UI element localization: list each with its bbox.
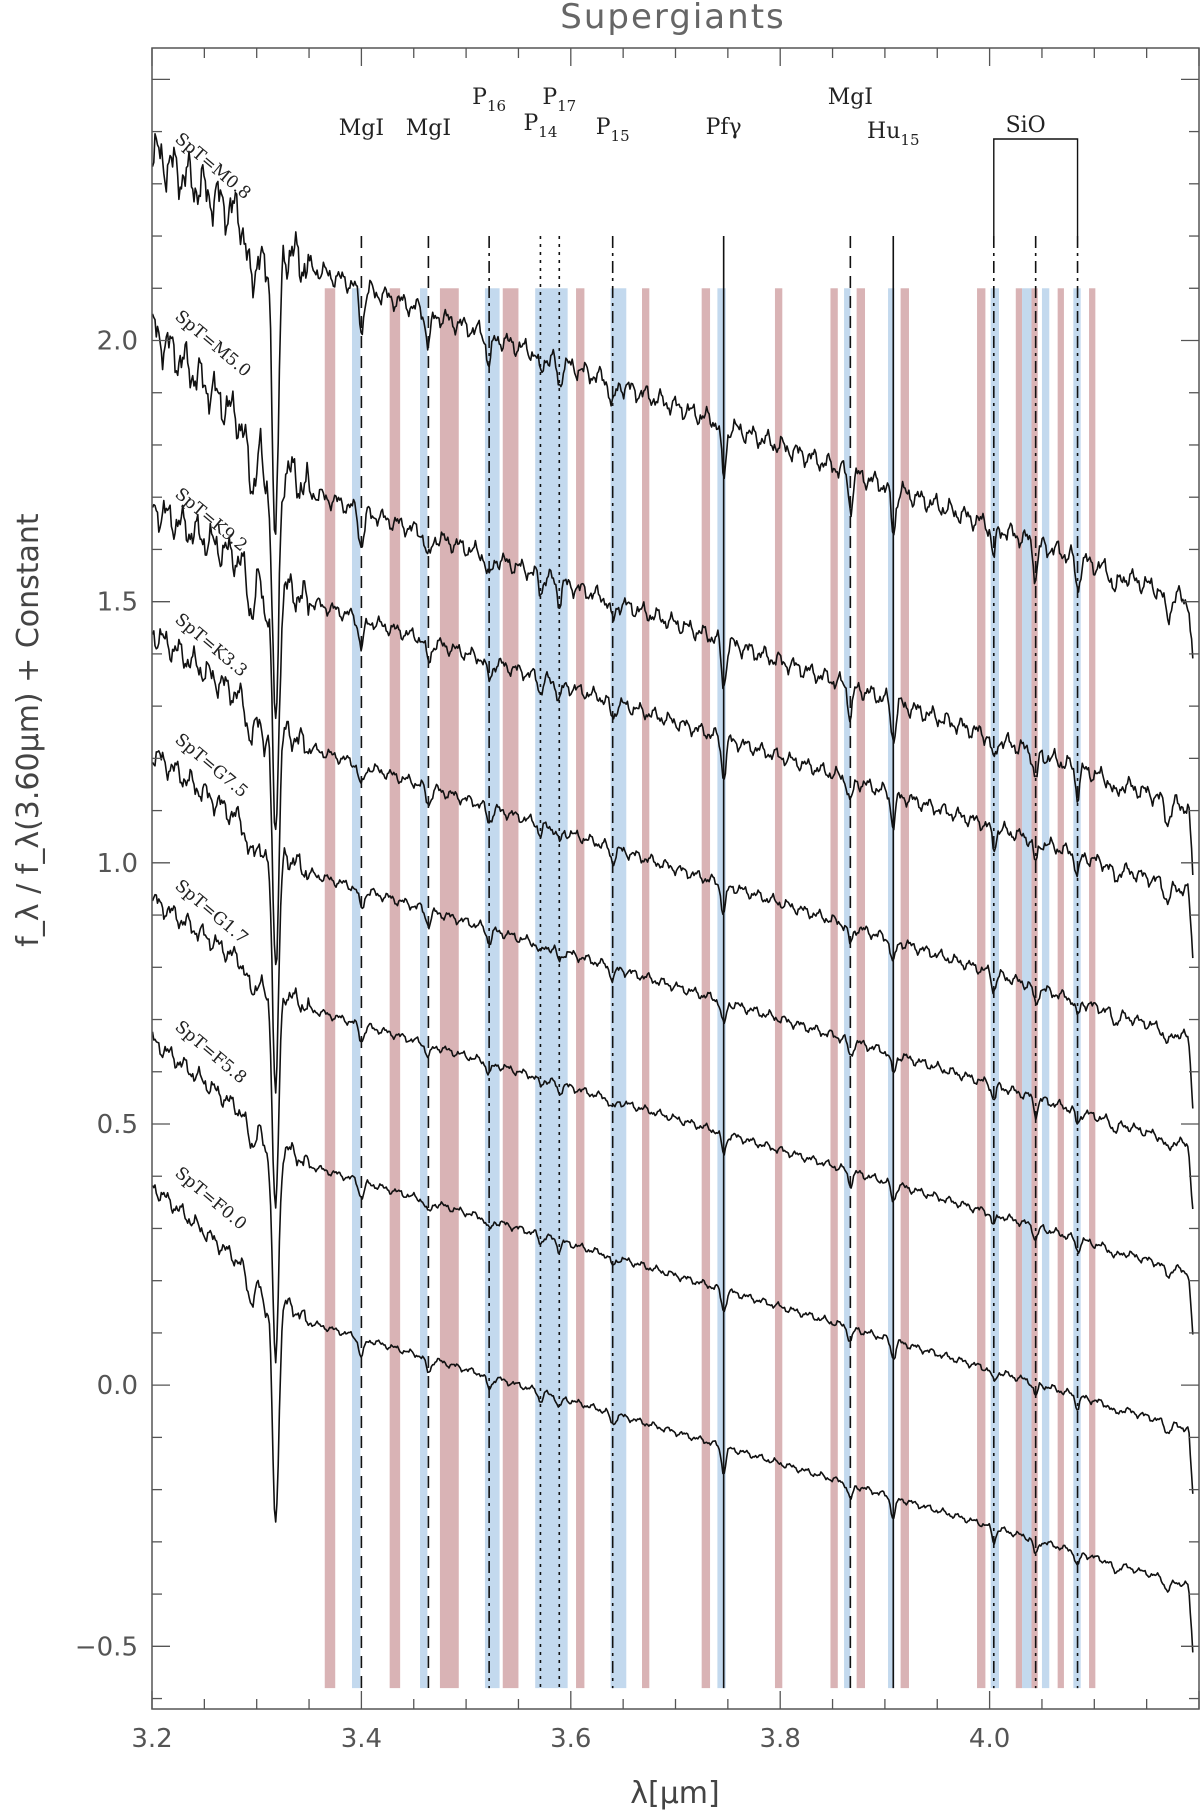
pink-band-4 <box>576 288 585 1689</box>
series-spt-f0-0 <box>151 1184 1194 1653</box>
x-tick-label-4: 4.0 <box>969 1724 1010 1754</box>
x-tick-label-1: 3.4 <box>341 1724 382 1754</box>
y-tick-label-5: 2.0 <box>97 327 138 357</box>
series-spt-m0-8 <box>151 133 1194 659</box>
pink-band-7 <box>774 288 783 1689</box>
y-axis-title: f_λ / f_λ(3.60μm) + Constant <box>11 513 46 947</box>
feature-label-sub-3: 14 <box>538 123 557 141</box>
pink-band-5 <box>641 288 650 1689</box>
sio-label: SiO <box>1006 113 1046 138</box>
pink-band-13 <box>1031 288 1038 1689</box>
pink-band-6 <box>701 288 711 1689</box>
series-spt-g7-5 <box>151 750 1194 1210</box>
highlight-bands <box>324 288 1096 1689</box>
chart-title: Supergiants <box>560 0 785 37</box>
y-tick-label-1: 0.0 <box>97 1371 138 1401</box>
y-tick-label-0: −0.5 <box>75 1632 138 1662</box>
blue-band-1 <box>420 288 428 1689</box>
x-tick-label-2: 3.6 <box>550 1724 591 1754</box>
feature-label-sub-4: 17 <box>557 97 576 115</box>
axes: 3.2 3.4 3.6 3.8 4.0 −0.5 0.0 0.5 1.0 1.5 2.0 <box>75 47 1200 1754</box>
feature-label-0: MgI <box>339 116 384 141</box>
blue-band-4 <box>610 288 627 1689</box>
y-tick-label-2: 0.5 <box>97 1110 138 1140</box>
feature-label-1: MgI <box>406 116 451 141</box>
feature-label-sub-5: 15 <box>611 127 630 145</box>
blue-band-7 <box>888 288 895 1689</box>
blue-band-5 <box>717 288 726 1689</box>
pink-band-9 <box>856 288 866 1689</box>
sio-bracket <box>993 138 1079 237</box>
blue-band-2 <box>484 288 500 1689</box>
pink-band-15 <box>1089 288 1096 1689</box>
x-axis-title: λ[μm] <box>630 1776 719 1811</box>
y-tick-label-4: 1.5 <box>97 588 138 618</box>
y-tick-label-3: 1.0 <box>97 849 138 879</box>
pink-band-12 <box>1015 288 1023 1689</box>
blue-band-0 <box>351 288 361 1689</box>
pink-band-11 <box>977 288 986 1689</box>
blue-band-10 <box>1041 288 1050 1689</box>
series-spt-k3-3 <box>151 628 1194 1109</box>
feature-label-sub-8: 15 <box>900 131 919 149</box>
feature-label-sub-2: 16 <box>487 97 506 115</box>
pink-band-8 <box>830 288 838 1689</box>
series-spt-k9-2 <box>151 499 1194 959</box>
pink-band-14 <box>1057 288 1064 1689</box>
feature-label-6: Pfγ <box>706 115 742 140</box>
pink-band-2 <box>439 288 459 1689</box>
x-tick-label-3: 3.8 <box>760 1724 801 1754</box>
pink-band-10 <box>900 288 909 1689</box>
series-spt-g1-7 <box>151 893 1194 1335</box>
blue-band-6 <box>844 288 851 1689</box>
x-tick-label-0: 3.2 <box>131 1724 172 1754</box>
series-spt-m5-0 <box>151 313 1194 876</box>
pink-band-0 <box>324 288 336 1689</box>
feature-label-7: MgI <box>828 85 873 110</box>
pink-band-3 <box>502 288 519 1689</box>
pink-band-1 <box>389 288 401 1689</box>
series-spt-f5-8 <box>151 1031 1194 1494</box>
